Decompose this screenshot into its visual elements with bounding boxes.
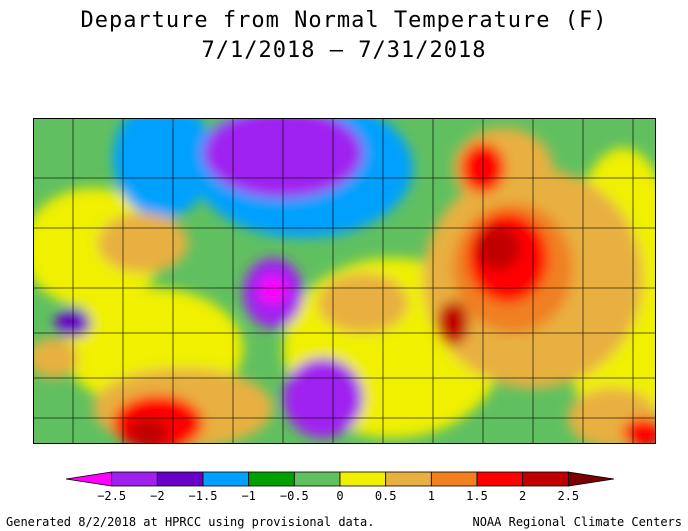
legend-tick-label: −2.5 (97, 489, 126, 503)
county-boundaries (33, 118, 656, 444)
legend-tick-label: −2 (150, 489, 164, 503)
legend-swatch (476, 471, 524, 487)
legend-tick-label: 2 (519, 489, 526, 503)
legend-swatch (156, 471, 204, 487)
legend-swatch (248, 471, 295, 487)
legend-tick-label: 2.5 (557, 489, 579, 503)
legend-tick-label: −1 (241, 489, 255, 503)
legend-swatch (111, 471, 158, 487)
color-legend: −2.5 −2 −1.5 −1 −0.5 0 0.5 1 1.5 2 2.5 (65, 471, 615, 503)
legend-tick-label: 0.5 (375, 489, 397, 503)
legend-bar (65, 471, 615, 487)
legend-tick-label: 1.5 (466, 489, 488, 503)
legend-swatch (202, 471, 250, 487)
temperature-departure-map (33, 118, 656, 444)
map-subtitle: 7/1/2018 – 7/31/2018 (201, 38, 487, 63)
legend-swatch (339, 471, 387, 487)
map-title: Departure from Normal Temperature (F) (80, 8, 608, 33)
map-frame (33, 118, 656, 444)
legend-swatch (567, 471, 615, 487)
source-credit: NOAA Regional Climate Centers (472, 515, 682, 529)
legend-swatch (65, 471, 113, 487)
legend-swatch (522, 471, 569, 487)
legend-tick-label: 0 (336, 489, 343, 503)
legend-tick-label: 1 (428, 489, 435, 503)
legend-ticks: −2.5 −2 −1.5 −1 −0.5 0 0.5 1 1.5 2 2.5 (97, 489, 579, 503)
legend-swatch (293, 471, 341, 487)
legend-tick-label: −0.5 (280, 489, 309, 503)
legend-swatch (430, 471, 478, 487)
legend-swatch (385, 471, 432, 487)
generated-note: Generated 8/2/2018 at HPRCC using provis… (6, 515, 375, 529)
legend-tick-label: −1.5 (189, 489, 218, 503)
